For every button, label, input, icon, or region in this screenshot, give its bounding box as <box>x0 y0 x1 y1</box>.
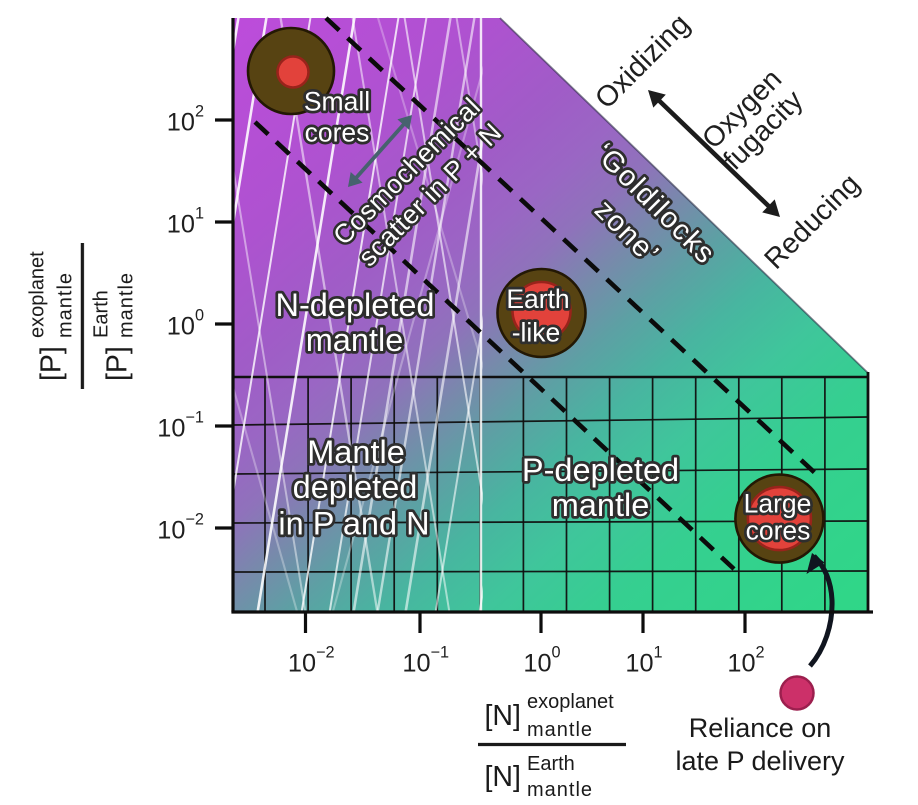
svg-text:P-depleted: P-depleted <box>522 452 679 488</box>
svg-text:10−2: 10−2 <box>288 644 335 678</box>
svg-text:mantle: mantle <box>54 272 76 338</box>
svg-text:mantle: mantle <box>527 779 593 801</box>
svg-text:Mantle: Mantle <box>307 434 405 470</box>
svg-text:Small: Small <box>304 87 370 117</box>
svg-text:Earth: Earth <box>527 753 575 775</box>
svg-text:mantle: mantle <box>527 719 593 741</box>
svg-text:[N]: [N] <box>485 761 521 793</box>
svg-text:cores: cores <box>746 516 811 546</box>
svg-text:100: 100 <box>167 307 204 341</box>
svg-text:Reliance on: Reliance on <box>689 713 832 743</box>
svg-text:cores: cores <box>305 118 370 148</box>
svg-text:[P]: [P] <box>35 346 67 381</box>
svg-text:exoplanet: exoplanet <box>527 691 614 713</box>
svg-text:Large: Large <box>744 488 812 518</box>
svg-text:mantle: mantle <box>552 487 650 523</box>
svg-text:mantle: mantle <box>306 322 404 358</box>
svg-text:mantle: mantle <box>115 272 137 338</box>
svg-text:Earth: Earth <box>506 284 569 314</box>
svg-text:late P delivery: late P delivery <box>675 746 845 776</box>
svg-text:[N]: [N] <box>485 700 521 732</box>
svg-text:Earth: Earth <box>90 290 112 338</box>
svg-text:in P and N: in P and N <box>278 506 429 542</box>
svg-text:-like: -like <box>512 318 561 348</box>
svg-text:[P]: [P] <box>101 346 133 381</box>
svg-text:exoplanet: exoplanet <box>26 251 48 338</box>
svg-text:depleted: depleted <box>293 469 418 505</box>
svg-text:N-depleted: N-depleted <box>276 287 435 323</box>
